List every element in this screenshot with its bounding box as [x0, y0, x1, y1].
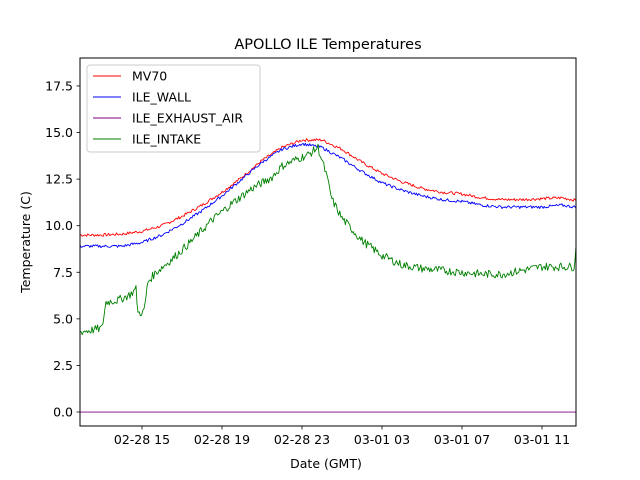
x-axis-label: Date (GMT) [290, 456, 362, 471]
legend-box [86, 64, 261, 153]
y-tick-label: 10.0 [45, 218, 73, 233]
y-tick-label: 2.5 [53, 358, 73, 373]
chart-title: APOLLO ILE Temperatures [234, 37, 421, 53]
y-axis-label: Temperature (C) [18, 191, 33, 294]
x-tick-label: 02-28 19 [194, 432, 250, 447]
y-tick-label: 15.0 [45, 125, 73, 140]
y-tick-label: 5.0 [53, 311, 73, 326]
ticks-layer: 02-28 15 02-28 19 02-28 23 03-01 03 03-01 07… [45, 78, 570, 447]
x-tick-label: 03-01 11 [514, 432, 570, 447]
series-line-mv70 [80, 138, 576, 237]
x-tick-label: 02-28 23 [274, 432, 330, 447]
legend-label: ILE_EXHAUST_AIR [132, 111, 243, 126]
x-tick-label: 03-01 03 [354, 432, 410, 447]
legend-label: MV70 [132, 69, 167, 84]
y-tick-label: 17.5 [45, 78, 73, 93]
series-line-ile-intake [80, 143, 576, 336]
series-layer [80, 138, 576, 413]
x-tick-label: 03-01 07 [434, 432, 490, 447]
legend: MV70 ILE_WALL ILE_EXHAUST_AIR ILE_INTAKE [86, 64, 261, 153]
y-tick-label: 0.0 [53, 405, 73, 420]
x-tick-label: 02-28 15 [114, 432, 170, 447]
series-line-ile-wall [80, 142, 576, 249]
y-tick-label: 7.5 [53, 265, 73, 280]
plot-frame [79, 57, 577, 427]
y-tick-label: 12.5 [45, 172, 73, 187]
legend-label: ILE_INTAKE [132, 132, 201, 147]
legend-label: ILE_WALL [132, 90, 191, 105]
